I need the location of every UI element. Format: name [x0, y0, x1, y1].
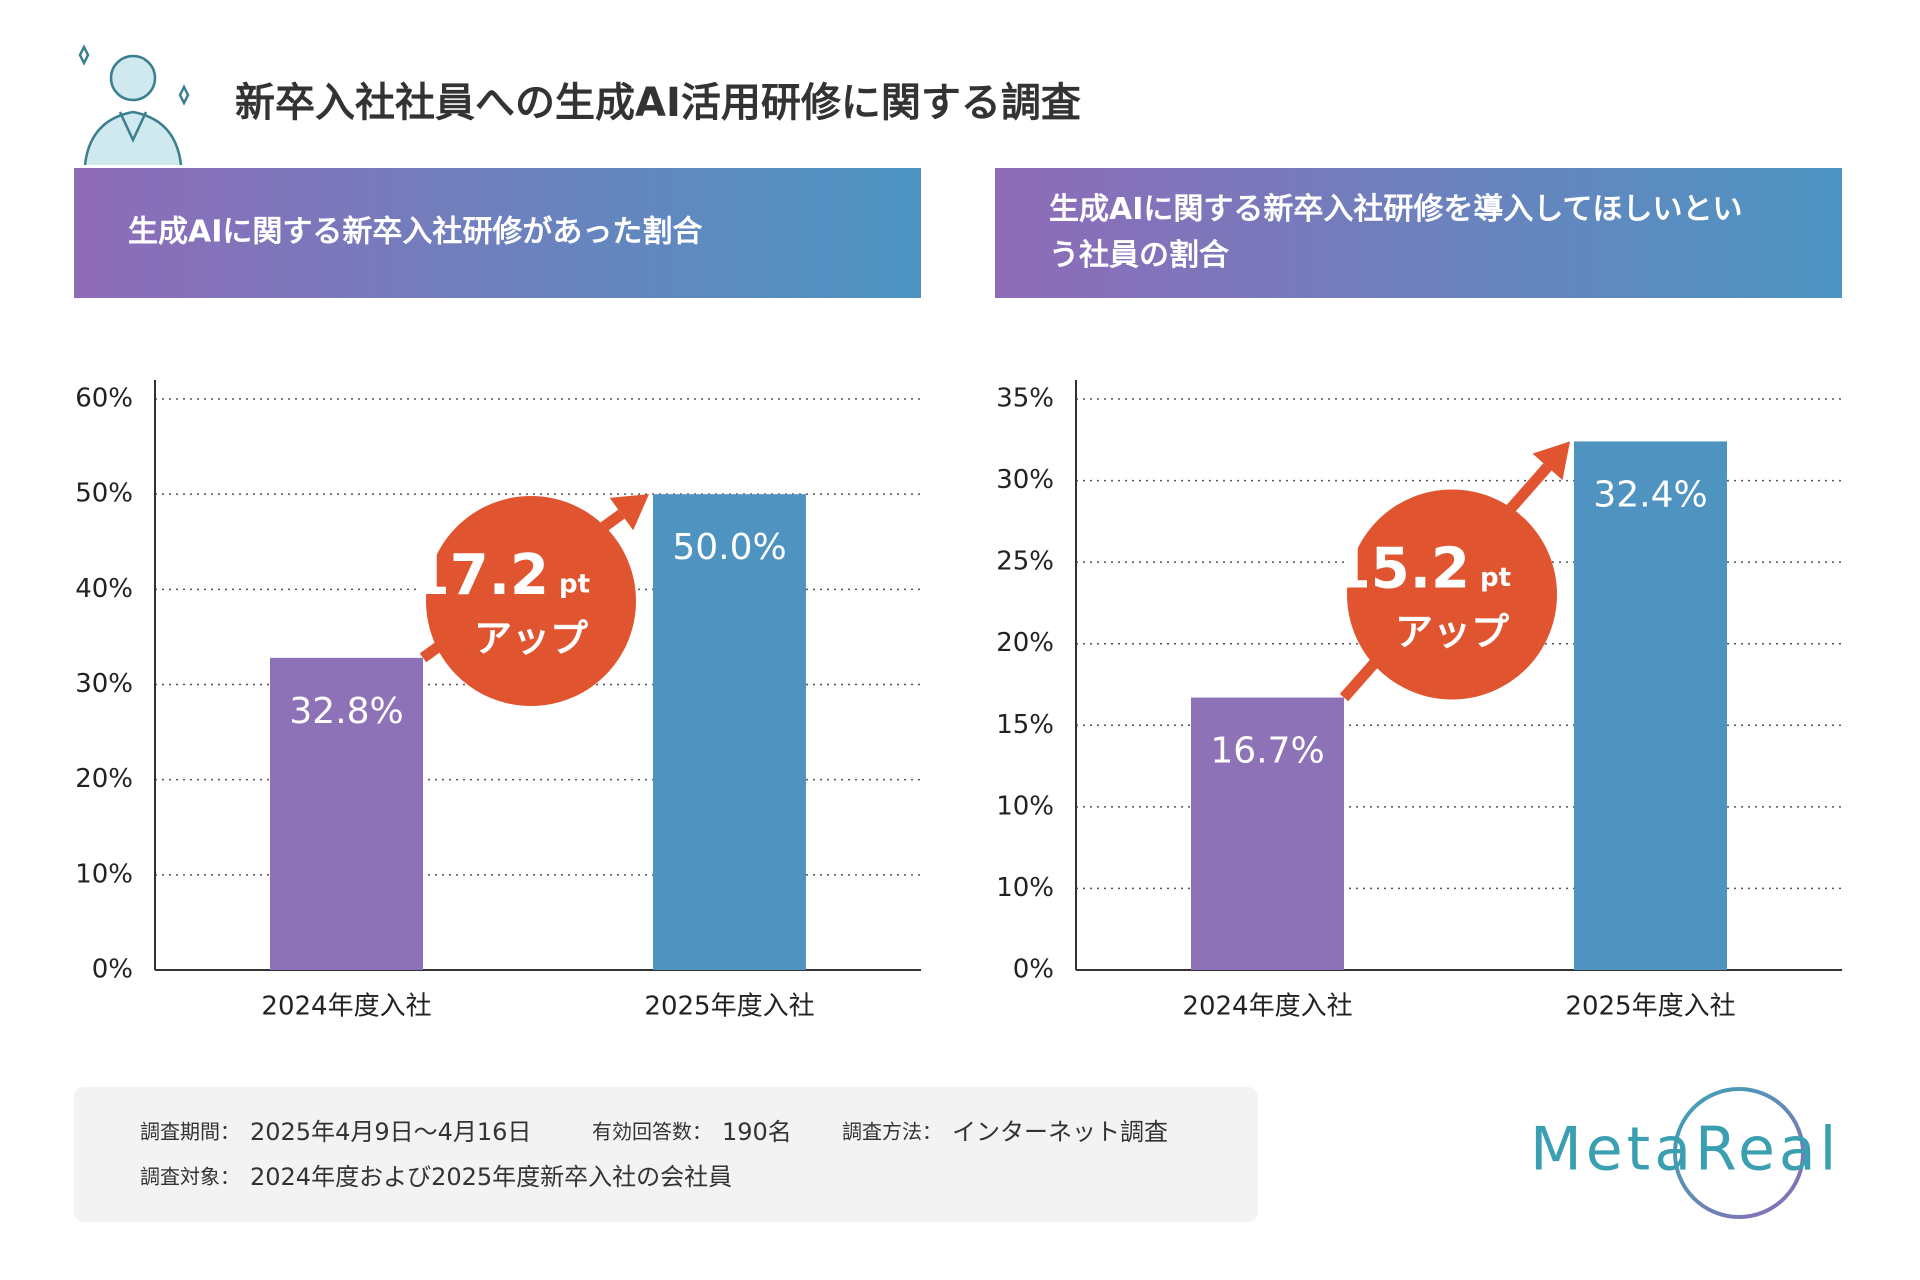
y-tick-label: 10% [996, 873, 1054, 903]
annotation-unit: pt [559, 570, 590, 600]
x-tick-label: 2025年度入社 [644, 992, 814, 1022]
survey-box [74, 1087, 1258, 1222]
page-title: 新卒入社社員への生成AI活用研修に関する調査 [235, 80, 1081, 126]
chart-title: 生成AIに関する新卒入社研修があった割合 [128, 215, 702, 250]
arrow-head [609, 494, 649, 531]
x-tick-label: 2024年度入社 [1182, 992, 1352, 1022]
chart-title-line: 生成AIに関する新卒入社研修を導入してほしいとい [1049, 192, 1742, 227]
bar [1574, 441, 1727, 971]
annotation-label: アップ [474, 617, 588, 661]
panel-header [74, 168, 921, 298]
bar [1191, 697, 1344, 970]
y-tick-label: 35% [996, 384, 1054, 414]
panel-header [995, 168, 1842, 298]
y-tick-label: 60% [75, 384, 133, 414]
chart-title: 生成AIに関する新卒入社研修を導入してほしいという社員の割合 [1049, 192, 1742, 273]
annotation-label: アップ [1395, 610, 1509, 654]
annotation-circle [1347, 489, 1557, 700]
annotation-value: 15.2 [1332, 537, 1470, 602]
survey-label: 調査対象： [140, 1165, 240, 1189]
value-label: 16.7% [1210, 731, 1324, 772]
y-tick-label: 10% [75, 859, 133, 889]
annotation-circle [426, 496, 636, 707]
logo-ring [1673, 1087, 1805, 1219]
survey-value: 2024年度および2025年度新卒入社の会社員 [250, 1163, 732, 1191]
y-tick-label: 30% [75, 669, 133, 699]
person-icon [78, 44, 190, 166]
y-tick-label: 0% [1013, 955, 1054, 985]
y-tick-label: 20% [75, 764, 133, 794]
value-label: 32.8% [289, 691, 403, 732]
survey-value: 2025年4月9日〜4月16日 [250, 1118, 531, 1146]
y-tick-label: 25% [996, 547, 1054, 577]
survey-label: 調査方法： [842, 1120, 942, 1144]
chart-title-line: う社員の割合 [1049, 238, 1229, 273]
survey-label: 有効回答数： [592, 1120, 712, 1144]
survey-label: 調査期間： [140, 1120, 240, 1144]
bar [653, 494, 806, 970]
survey-value: 190名 [722, 1118, 792, 1146]
y-tick-label: 30% [996, 465, 1054, 495]
arrow-head [1532, 441, 1570, 481]
annotation-unit: pt [1480, 563, 1511, 593]
value-label: 50.0% [672, 527, 786, 568]
annotation-value: 17.2 [411, 543, 549, 608]
x-tick-label: 2025年度入社 [1565, 992, 1735, 1022]
survey-value: インターネット調査 [952, 1118, 1168, 1146]
y-tick-label: 15% [996, 710, 1054, 740]
logo: MetaReal [1530, 1115, 1840, 1185]
value-label: 32.4% [1593, 474, 1707, 515]
y-tick-label: 40% [75, 574, 133, 604]
y-tick-label: 0% [92, 955, 133, 985]
y-tick-label: 50% [75, 479, 133, 509]
y-tick-label: 20% [996, 628, 1054, 658]
x-tick-label: 2024年度入社 [261, 992, 431, 1022]
bar [270, 657, 423, 970]
y-tick-label: 10% [996, 791, 1054, 821]
